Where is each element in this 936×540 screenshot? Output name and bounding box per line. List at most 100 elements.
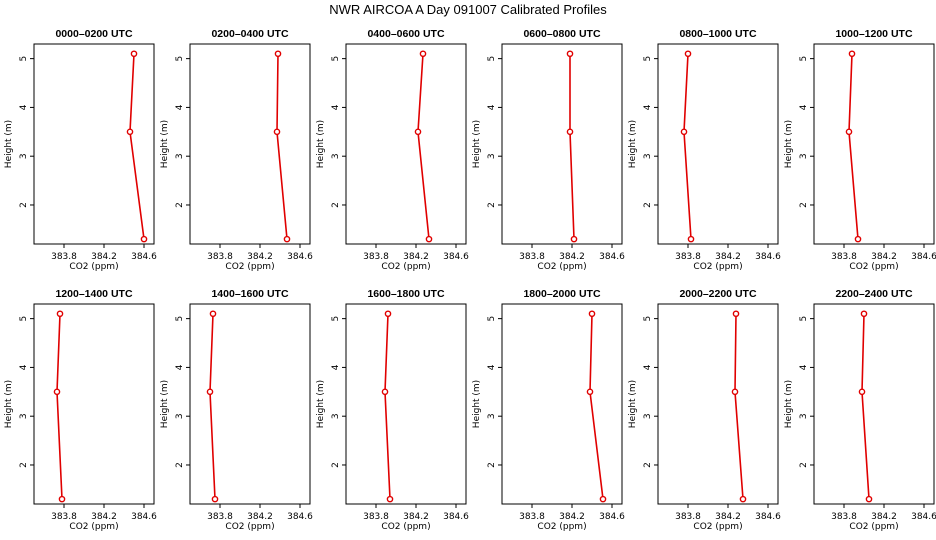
x-tick-label: 384.2 <box>91 512 117 522</box>
data-point <box>140 235 148 243</box>
y-axis-label: Height (m) <box>628 120 638 168</box>
y-tick-label: 2 <box>487 202 497 208</box>
y-tick-label: 5 <box>643 316 653 322</box>
y-tick-label: 2 <box>331 202 341 208</box>
plot-frame <box>501 303 623 505</box>
data-point <box>381 388 389 396</box>
profile-line <box>861 313 870 500</box>
y-tick-label: 4 <box>643 364 653 370</box>
profile-line <box>56 313 63 500</box>
x-tick-label: 383.8 <box>207 512 233 522</box>
data-point <box>53 388 61 396</box>
y-tick-label: 3 <box>175 153 185 159</box>
data-point <box>680 128 688 136</box>
y-tick-label: 5 <box>19 56 29 62</box>
panel-title: 1200–1400 UTC <box>55 288 132 300</box>
panel-title: 1600–1800 UTC <box>367 288 444 300</box>
y-tick-label: 3 <box>643 413 653 419</box>
data-point <box>419 50 427 58</box>
y-tick-label: 5 <box>19 316 29 322</box>
data-point <box>566 128 574 136</box>
data-point <box>732 310 740 318</box>
data-point <box>414 128 422 136</box>
data-point <box>848 50 856 58</box>
x-tick-label: 384.6 <box>599 512 625 522</box>
y-tick-label: 3 <box>19 153 29 159</box>
data-point <box>858 388 866 396</box>
plot-frame <box>345 43 467 245</box>
panel-title: 0000–0200 UTC <box>55 28 132 40</box>
data-point <box>566 50 574 58</box>
x-tick-label: 384.6 <box>287 512 313 522</box>
y-axis-label: Height (m) <box>316 120 326 168</box>
y-tick-label: 2 <box>331 462 341 468</box>
x-axis-label: CO2 (ppm) <box>849 522 898 532</box>
panel-title: 1000–1200 UTC <box>835 28 912 40</box>
data-point <box>731 388 739 396</box>
y-tick-label: 5 <box>487 316 497 322</box>
y-tick-label: 2 <box>175 462 185 468</box>
data-point <box>599 495 607 503</box>
x-axis-label: CO2 (ppm) <box>69 262 118 272</box>
data-point <box>586 388 594 396</box>
x-tick-label: 383.8 <box>675 252 701 262</box>
x-tick-label: 383.8 <box>363 512 389 522</box>
x-axis-label: CO2 (ppm) <box>849 262 898 272</box>
data-point <box>273 128 281 136</box>
x-tick-label: 384.2 <box>247 252 273 262</box>
y-tick-label: 3 <box>487 413 497 419</box>
data-point <box>865 495 873 503</box>
x-tick-label: 384.6 <box>131 512 157 522</box>
data-point <box>860 310 868 318</box>
profile-panel: 2200–2400 UTC 383.8 384.2 384.6 2 3 4 5 CO2 (ppm… <box>784 288 936 532</box>
y-tick-label: 2 <box>799 202 809 208</box>
x-tick-label: 384.2 <box>559 252 585 262</box>
x-tick-label: 384.2 <box>559 512 585 522</box>
y-tick-label: 4 <box>487 104 497 110</box>
x-tick-label: 383.8 <box>519 512 545 522</box>
x-tick-label: 383.8 <box>363 252 389 262</box>
y-tick-label: 5 <box>643 56 653 62</box>
x-tick-label: 383.8 <box>207 252 233 262</box>
profile-line <box>384 313 391 500</box>
profile-panel: 0200–0400 UTC 383.8 384.2 384.6 2 3 4 5 CO2 (ppm… <box>160 28 313 272</box>
y-tick-label: 3 <box>175 413 185 419</box>
y-tick-label: 5 <box>331 316 341 322</box>
x-tick-label: 384.6 <box>755 512 781 522</box>
data-point <box>274 50 282 58</box>
y-tick-label: 4 <box>799 104 809 110</box>
y-tick-label: 3 <box>799 413 809 419</box>
data-point <box>126 128 134 136</box>
plot-frame <box>345 303 467 505</box>
y-axis-label: Height (m) <box>784 120 794 168</box>
y-tick-label: 3 <box>799 153 809 159</box>
y-tick-label: 5 <box>799 56 809 62</box>
x-tick-label: 384.2 <box>871 512 897 522</box>
y-tick-label: 2 <box>643 202 653 208</box>
x-tick-label: 384.6 <box>755 252 781 262</box>
x-tick-label: 384.6 <box>443 252 469 262</box>
y-tick-label: 4 <box>19 104 29 110</box>
plot-frame <box>657 303 779 505</box>
profile-panel: 2000–2200 UTC 383.8 384.2 384.6 2 3 4 5 CO2 (ppm… <box>628 288 781 532</box>
y-tick-label: 3 <box>19 413 29 419</box>
data-point <box>58 495 66 503</box>
x-axis-label: CO2 (ppm) <box>225 522 274 532</box>
x-tick-label: 383.8 <box>675 512 701 522</box>
x-tick-label: 383.8 <box>831 512 857 522</box>
y-axis-label: Height (m) <box>4 120 14 168</box>
plot-frame <box>189 303 311 505</box>
x-tick-label: 383.8 <box>831 252 857 262</box>
y-tick-label: 5 <box>331 56 341 62</box>
y-tick-label: 2 <box>643 462 653 468</box>
y-tick-label: 4 <box>175 364 185 370</box>
profile-line <box>734 313 744 500</box>
y-axis-label: Height (m) <box>628 380 638 428</box>
profile-line <box>276 53 288 240</box>
y-tick-label: 4 <box>487 364 497 370</box>
y-axis-label: Height (m) <box>160 380 170 428</box>
profile-panel: 1400–1600 UTC 383.8 384.2 384.6 2 3 4 5 CO2 (ppm… <box>160 288 313 532</box>
data-point <box>425 235 433 243</box>
y-tick-label: 4 <box>19 364 29 370</box>
